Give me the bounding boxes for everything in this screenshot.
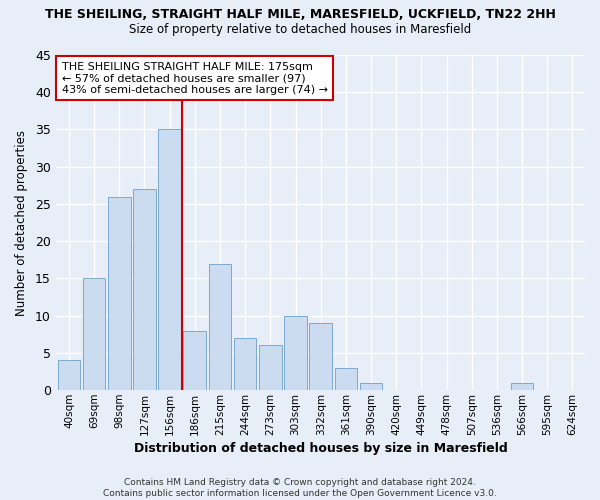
Bar	[511, 382, 533, 390]
Bar	[108, 196, 131, 390]
Bar	[284, 316, 307, 390]
Bar	[234, 338, 256, 390]
Y-axis label: Number of detached properties: Number of detached properties	[15, 130, 28, 316]
Text: THE SHEILING STRAIGHT HALF MILE: 175sqm
← 57% of detached houses are smaller (97: THE SHEILING STRAIGHT HALF MILE: 175sqm …	[62, 62, 328, 95]
Bar	[58, 360, 80, 390]
Bar	[133, 189, 156, 390]
Bar	[184, 330, 206, 390]
Text: THE SHEILING, STRAIGHT HALF MILE, MARESFIELD, UCKFIELD, TN22 2HH: THE SHEILING, STRAIGHT HALF MILE, MARESF…	[44, 8, 556, 20]
Bar	[83, 278, 106, 390]
X-axis label: Distribution of detached houses by size in Maresfield: Distribution of detached houses by size …	[134, 442, 508, 455]
Bar	[158, 130, 181, 390]
Bar	[259, 346, 281, 390]
Bar	[360, 382, 382, 390]
Bar	[209, 264, 232, 390]
Bar	[310, 323, 332, 390]
Text: Contains HM Land Registry data © Crown copyright and database right 2024.
Contai: Contains HM Land Registry data © Crown c…	[103, 478, 497, 498]
Bar	[335, 368, 357, 390]
Text: Size of property relative to detached houses in Maresfield: Size of property relative to detached ho…	[129, 22, 471, 36]
